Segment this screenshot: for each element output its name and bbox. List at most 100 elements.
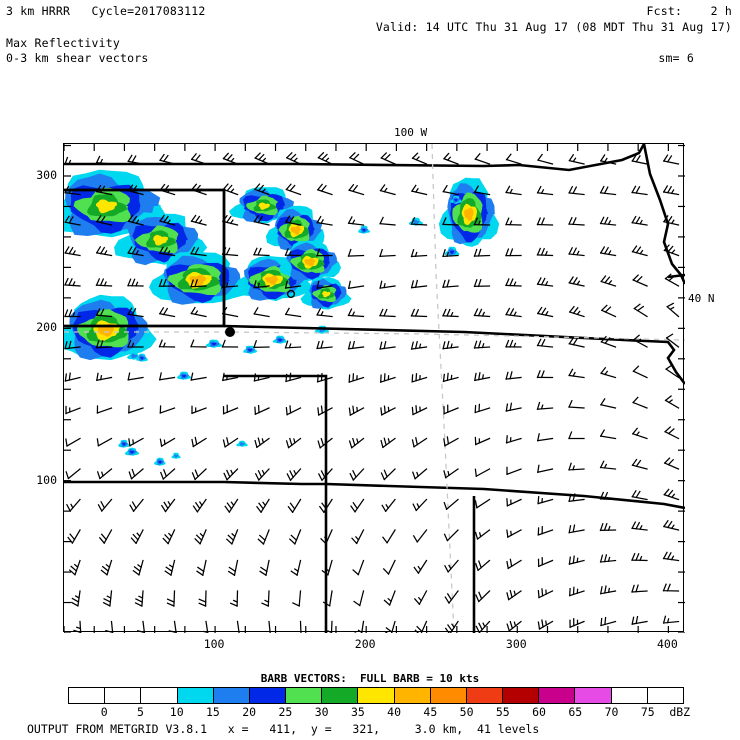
colorbar-tick-0: 0 — [100, 705, 108, 719]
wind-barb — [600, 335, 617, 348]
wind-barb — [222, 183, 239, 196]
wind-barb — [347, 340, 365, 350]
wind-barb — [443, 529, 459, 542]
wind-barb — [442, 217, 459, 226]
wind-barb — [285, 372, 302, 383]
wind-barb — [191, 436, 207, 448]
wind-barb — [383, 590, 396, 606]
wind-barb — [65, 405, 81, 415]
wind-barb — [631, 489, 648, 501]
wind-barb — [380, 152, 396, 165]
wind-barb — [284, 215, 302, 226]
wind-barb — [413, 590, 428, 606]
wind-barb — [316, 307, 333, 318]
wind-barb — [203, 620, 209, 633]
wind-barb — [190, 246, 207, 257]
wind-barb — [442, 308, 459, 318]
colorbar-tick-70: 70 — [604, 705, 619, 719]
wind-barb — [64, 185, 81, 196]
wind-barb — [600, 366, 617, 379]
wind-barb — [506, 466, 522, 476]
latlon-gridlines — [64, 144, 685, 633]
wind-barb — [411, 437, 428, 448]
colorbar-segment-7 — [322, 688, 359, 703]
wind-barb — [568, 493, 585, 503]
wind-barb — [64, 340, 81, 350]
wind-barb — [506, 558, 522, 570]
wind-barb — [347, 248, 365, 257]
wind-barb — [221, 339, 239, 348]
reflectivity-contour-20dbz — [454, 198, 458, 202]
header-forecast-hour: Fcst: 2 h — [646, 4, 732, 18]
wind-barb — [254, 468, 270, 481]
wind-barb — [473, 248, 491, 257]
colorbar-segment-10 — [430, 688, 467, 703]
map-plot-area[interactable] — [63, 143, 685, 633]
wind-barb — [666, 302, 680, 318]
wind-barb — [192, 498, 207, 513]
wind-barb — [347, 280, 365, 290]
wind-barb — [221, 247, 239, 257]
wind-barb — [599, 246, 617, 257]
wind-barb — [191, 468, 207, 481]
wind-barb — [631, 584, 648, 593]
wind-barb — [64, 215, 81, 226]
wind-barb — [442, 372, 459, 383]
wind-barb — [474, 152, 491, 165]
wind-barb — [348, 405, 365, 416]
wind-barb — [599, 585, 617, 595]
wind-barb — [537, 619, 554, 630]
wind-barb — [413, 559, 428, 574]
wind-barb — [410, 216, 428, 226]
wind-barb — [284, 307, 302, 318]
wind-barb — [288, 529, 302, 545]
reflectivity-contour-20dbz — [122, 442, 126, 446]
wind-barb — [537, 153, 554, 165]
wind-barb — [506, 620, 522, 632]
wind-barb — [568, 276, 585, 287]
colorbar[interactable] — [68, 687, 684, 704]
wind-barb — [166, 590, 176, 607]
wind-barb — [316, 215, 333, 226]
wind-barb — [168, 620, 177, 633]
wind-barb — [253, 307, 270, 318]
reflectivity-contour-20dbz — [140, 356, 144, 360]
wind-barb — [253, 373, 270, 382]
wind-barb — [96, 437, 113, 447]
wind-barb — [474, 372, 491, 382]
wind-barb — [96, 405, 113, 414]
wind-barb — [316, 280, 333, 289]
wind-barb — [191, 405, 207, 415]
wind-barb — [292, 590, 302, 607]
wind-barb — [127, 339, 144, 348]
wind-barb — [128, 405, 144, 414]
wind-barb — [633, 303, 648, 318]
wind-barb — [599, 491, 617, 501]
wind-barb — [537, 496, 554, 505]
header-storm-motion: sm= 6 — [658, 51, 694, 65]
reflectivity-map — [64, 144, 685, 633]
reflectivity-contour-40dbz — [265, 275, 279, 285]
wind-barb — [631, 552, 648, 562]
colorbar-tick-45: 45 — [423, 705, 438, 719]
colorbar-segment-9 — [394, 688, 431, 703]
colorbar-tick-30: 30 — [314, 705, 329, 719]
wind-barb — [662, 551, 680, 562]
wind-barb — [96, 468, 113, 480]
wind-barb — [410, 279, 428, 289]
wind-barb — [665, 364, 680, 379]
wind-barb — [352, 559, 365, 576]
wind-barb — [568, 555, 585, 565]
wind-barb — [632, 365, 648, 379]
wind-barb — [286, 468, 302, 482]
wind-barb — [444, 559, 459, 573]
wind-barb — [353, 590, 365, 607]
colorbar-segment-6 — [286, 688, 323, 703]
wind-barb — [600, 616, 617, 627]
wind-barb — [537, 588, 554, 599]
wind-barb — [505, 278, 522, 287]
colorbar-tick-35: 35 — [350, 705, 365, 719]
wind-barb — [159, 405, 176, 414]
latitude-label: 40 N — [688, 292, 715, 305]
wind-barb — [599, 554, 617, 563]
